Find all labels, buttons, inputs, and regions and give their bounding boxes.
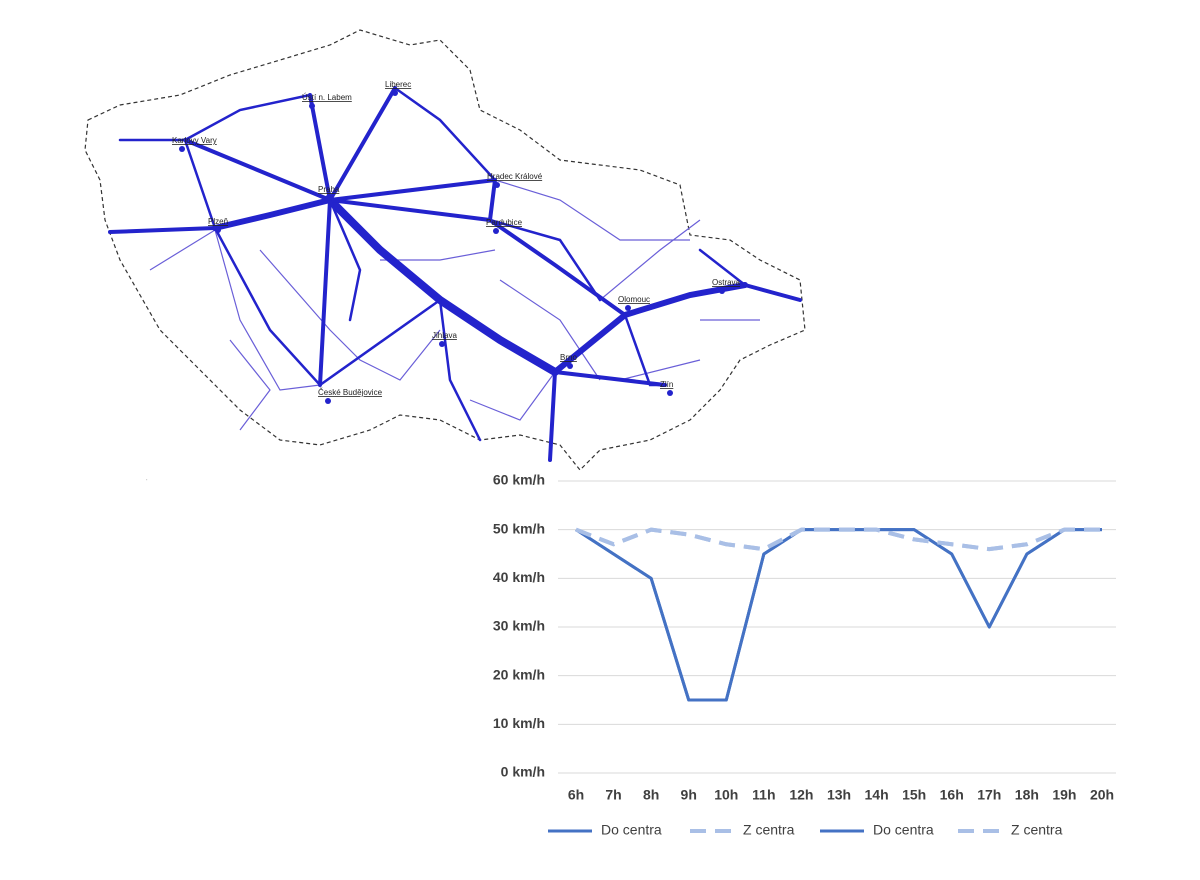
x-tick-label: 10h bbox=[714, 787, 738, 803]
y-tick-label: 50 km/h bbox=[493, 520, 545, 536]
city-dot bbox=[439, 341, 445, 347]
city-label: Pardubice bbox=[486, 218, 523, 227]
city-label: Liberec bbox=[385, 80, 411, 89]
y-tick-label: 0 km/h bbox=[501, 764, 545, 780]
city-dot bbox=[493, 228, 499, 234]
x-tick-label: 12h bbox=[789, 787, 813, 803]
city-dot bbox=[179, 146, 185, 152]
series-line bbox=[575, 528, 1102, 702]
legend-label: Do centra bbox=[601, 822, 662, 838]
x-tick-label: 18h bbox=[1015, 787, 1039, 803]
map: · bbox=[84, 29, 806, 483]
city-dot bbox=[719, 288, 725, 294]
x-tick-label: 7h bbox=[605, 787, 621, 803]
legend-label: Z centra bbox=[743, 822, 795, 838]
x-tick-label: 11h bbox=[752, 787, 775, 803]
city-dot bbox=[309, 103, 315, 109]
city-dot bbox=[494, 182, 500, 188]
city-label: Plzeň bbox=[208, 217, 228, 226]
x-tick-label: 15h bbox=[902, 787, 926, 803]
city-dot bbox=[625, 305, 631, 311]
x-tick-label: 19h bbox=[1052, 787, 1076, 803]
city-label: Ostrava bbox=[712, 278, 741, 287]
city-label: Praha bbox=[318, 185, 340, 194]
city-dot bbox=[325, 195, 331, 201]
x-tick-label: 6h bbox=[568, 787, 584, 803]
x-tick-label: 14h bbox=[865, 787, 889, 803]
map-scale: · bbox=[146, 477, 148, 483]
city-label: Brno bbox=[560, 353, 577, 362]
city-dot bbox=[215, 227, 221, 233]
x-tick-label: 9h bbox=[681, 787, 697, 803]
major-roads bbox=[108, 86, 802, 462]
x-tick-label: 8h bbox=[643, 787, 659, 803]
city-label: Ústí n. Labem bbox=[302, 93, 352, 102]
y-tick-label: 30 km/h bbox=[493, 618, 545, 634]
border bbox=[84, 29, 806, 471]
city-dot bbox=[392, 90, 398, 96]
city-dot bbox=[325, 398, 331, 404]
x-tick-label: 16h bbox=[940, 787, 964, 803]
y-tick-label: 20 km/h bbox=[493, 666, 545, 682]
city-label: České Budějovice bbox=[318, 388, 383, 397]
city-label: Jihlava bbox=[432, 331, 457, 340]
x-tick-label: 20h bbox=[1090, 787, 1114, 803]
y-tick-label: 60 km/h bbox=[493, 472, 545, 488]
y-tick-label: 40 km/h bbox=[493, 569, 545, 585]
x-tick-label: 17h bbox=[977, 787, 1001, 803]
x-tick-label: 13h bbox=[827, 787, 851, 803]
city-label: Olomouc bbox=[618, 295, 650, 304]
legend-label: Do centra bbox=[873, 822, 934, 838]
chart: 0 km/h 10 km/h 20 km/h 30 km/h 40 km/h 50 km/… bbox=[493, 472, 1116, 838]
legend-label: Z centra bbox=[1011, 822, 1063, 838]
city-label: Hradec Králové bbox=[487, 172, 543, 181]
city-label: Zlín bbox=[660, 380, 673, 389]
city-label: Karlovy Vary bbox=[172, 136, 217, 145]
series-line bbox=[575, 528, 1102, 702]
y-tick-label: 10 km/h bbox=[493, 715, 545, 731]
city-dot bbox=[567, 363, 573, 369]
city-dot bbox=[667, 390, 673, 396]
series-line bbox=[575, 527, 1102, 552]
